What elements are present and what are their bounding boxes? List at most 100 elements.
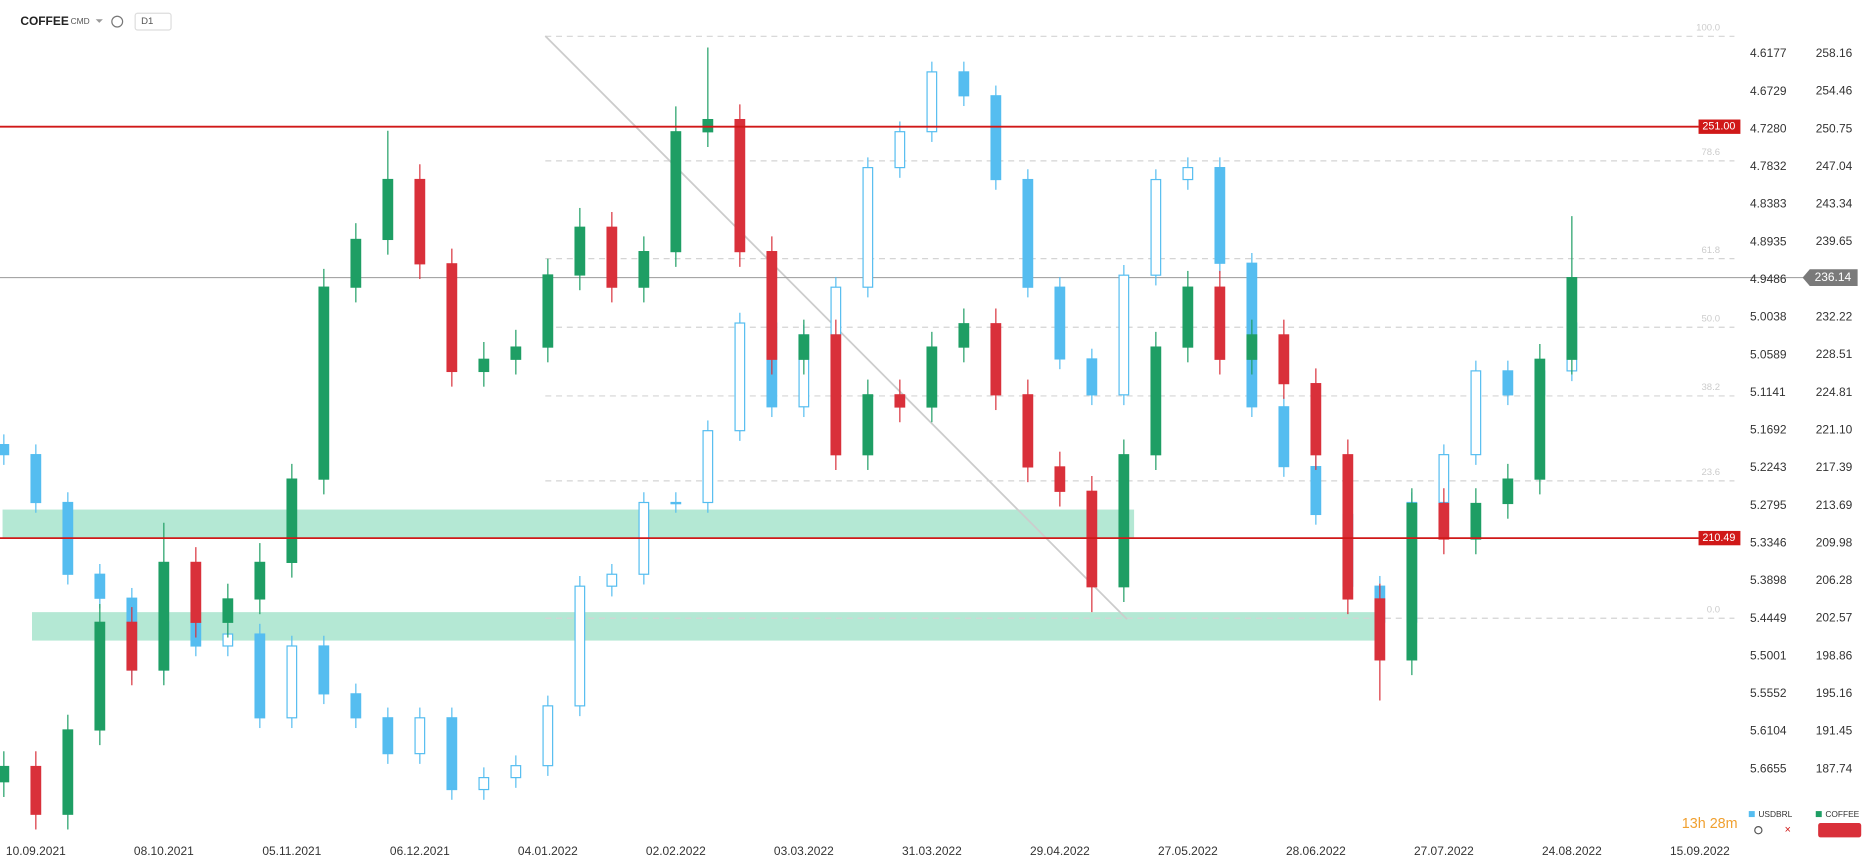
candle-body: [1150, 346, 1162, 456]
candle-body: [286, 645, 298, 719]
candle-body: [1118, 454, 1130, 588]
candle-body: [286, 478, 298, 563]
candle-body: [1182, 166, 1194, 181]
timer: 13h 28m: [1682, 816, 1738, 832]
y2-tick-label: 5.1141: [1750, 385, 1786, 399]
y-tick-label: 202.57: [1816, 611, 1853, 625]
candle-body: [1310, 465, 1322, 516]
candle-body: [1022, 394, 1034, 468]
y-tick-label: 191.45: [1816, 724, 1853, 738]
y-tick-label: 243.34: [1816, 197, 1853, 211]
y2-tick-label: 5.4449: [1750, 611, 1787, 625]
y-tick-label: 209.98: [1816, 535, 1853, 549]
market: CMD: [71, 16, 90, 26]
candle-body: [926, 71, 938, 133]
y2-tick-label: 4.6177: [1750, 46, 1787, 60]
candle-body: [1502, 478, 1514, 505]
y-tick-label: 195.16: [1816, 686, 1853, 700]
candle-body: [1054, 466, 1066, 492]
candle-body: [510, 346, 522, 360]
candle-body: [190, 561, 202, 623]
visibility-icon[interactable]: [1754, 826, 1763, 835]
candle-body: [1406, 502, 1418, 661]
plot: 100.0 78.6 61.8 50.0 38.2 23.6 0.0 251.00 210.49…: [0, 22, 1862, 858]
y-tick-label: 187.74: [1816, 761, 1853, 775]
y2-tick-label: 5.6104: [1750, 724, 1787, 738]
zone: [32, 612, 1376, 641]
candle-body: [0, 444, 10, 456]
candle-body: [1438, 502, 1450, 540]
candle-body: [606, 573, 618, 587]
candle-body: [958, 71, 970, 97]
candle-body: [510, 765, 522, 779]
interval-box[interactable]: [134, 12, 172, 31]
candle-body: [670, 131, 682, 253]
level-tag: [1698, 530, 1741, 546]
level-label: 251.00: [1702, 121, 1735, 133]
symbol[interactable]: COFFEE: [20, 14, 69, 28]
last-price-tag: [1802, 269, 1858, 286]
y-tick-label: 213.69: [1816, 498, 1853, 512]
fib-label: 50.0: [1701, 313, 1720, 324]
x-tick-label: 24.08.2022: [1542, 844, 1602, 858]
y-tick-label: 254.46: [1816, 84, 1853, 98]
y2-tick-label: 5.6655: [1750, 761, 1787, 775]
candle-body: [318, 645, 330, 695]
candle-body: [254, 633, 266, 719]
candle-body: [158, 561, 170, 671]
candle-body: [862, 394, 874, 456]
y2-tick-label: 5.3898: [1750, 573, 1787, 587]
candle-body: [254, 561, 266, 600]
y-tick-label: 228.51: [1816, 347, 1853, 361]
y2-tick-label: 5.3346: [1750, 535, 1787, 549]
y2-tick-label: 4.7280: [1750, 121, 1787, 135]
y-tick-label: 221.10: [1816, 423, 1853, 437]
y-tick-label: 232.22: [1816, 310, 1853, 324]
level-label: 210.49: [1702, 532, 1735, 544]
candle-body: [1086, 358, 1098, 396]
fib-label: 100.0: [1696, 22, 1720, 33]
dropdown-icon[interactable]: [95, 19, 103, 23]
candle-body: [1214, 166, 1226, 264]
y-tick-label: 247.04: [1816, 159, 1853, 173]
x-tick-label: 06.12.2021: [390, 844, 450, 858]
candle-body: [1278, 406, 1290, 468]
y2-tick-label: 4.7832: [1750, 159, 1787, 173]
candle-body: [542, 705, 554, 767]
candle-body: [94, 621, 106, 731]
candle-body: [1182, 286, 1194, 348]
x-tick-label: 04.01.2022: [518, 844, 578, 858]
info-icon[interactable]: [111, 15, 124, 28]
y-tick-label: 224.81: [1816, 385, 1853, 399]
candle-body: [1534, 358, 1546, 480]
candle-body: [862, 166, 874, 288]
candle-body: [798, 334, 810, 360]
y2-tick-label: 5.5552: [1750, 686, 1787, 700]
candle-body: [62, 729, 74, 815]
candle-body: [1086, 490, 1098, 588]
x-tick-label: 08.10.2021: [134, 844, 194, 858]
candle-body: [1054, 286, 1066, 360]
last-price-label: 236.14: [1815, 270, 1852, 284]
candle-body: [1502, 370, 1514, 396]
candle-body: [638, 251, 650, 288]
legend-label: USDBRL: [1758, 809, 1792, 819]
candle-body: [1214, 286, 1226, 360]
candle-body: [1150, 178, 1162, 276]
interval[interactable]: D1: [141, 16, 153, 27]
fib-label: 0.0: [1707, 604, 1720, 615]
fib-label: 38.2: [1701, 382, 1720, 393]
x-tick-label: 31.03.2022: [902, 844, 962, 858]
zone: [2, 509, 1135, 540]
x-tick-label: 27.05.2022: [1158, 844, 1218, 858]
y-tick-label: 239.65: [1816, 234, 1853, 248]
candle-body: [222, 598, 234, 623]
y-tick-label: 258.16: [1816, 46, 1853, 60]
series-controls[interactable]: [1818, 823, 1862, 838]
candle-body: [1470, 502, 1482, 540]
x-tick-label: 02.02.2022: [646, 844, 706, 858]
candle-body: [1470, 370, 1482, 456]
candle-body: [574, 585, 586, 707]
candle-body: [414, 717, 426, 755]
